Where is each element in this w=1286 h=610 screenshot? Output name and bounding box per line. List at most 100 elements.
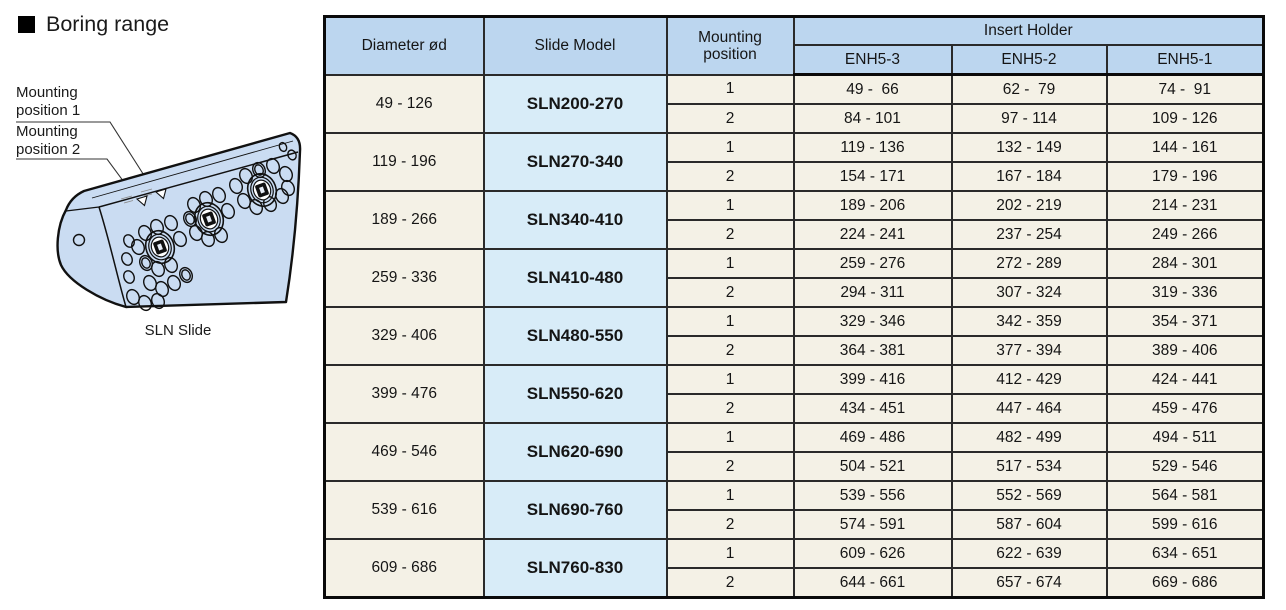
slide-model-cell: SLN690-760 (482, 480, 668, 540)
table-row: 399 - 476 SLN550-620 1 399 - 416 412 - 429 42… (323, 364, 1265, 424)
mounting-position-cell: 2 (665, 277, 795, 308)
mounting-position-2-label-line2: position 2 (16, 141, 81, 158)
insert-range-cell: 424 - 441 (1105, 364, 1265, 395)
boring-table-body: 49 - 126 SLN200-270 1 49 - 66 62 - 79 74 - 91… (323, 73, 1265, 599)
table-row: 2 84 - 101 97 - 114 109 - 126 (325, 103, 1265, 134)
mounting-position-2-label: Mounting position 2 (16, 123, 80, 159)
insert-range-cell: 622 - 639 (950, 538, 1108, 569)
mounting-position-2-marker-icon (135, 195, 148, 207)
mounting-position-1-label-line2: position 1 (16, 102, 81, 119)
insert-range-cell: 634 - 651 (1105, 538, 1265, 569)
diameter-cell: 49 - 126 (323, 73, 485, 134)
insert-range-cell: 294 - 311 (792, 277, 953, 308)
header-mounting-line1: Mounting (698, 28, 762, 46)
insert-range-cell: 119 - 136 (792, 132, 953, 163)
diameter-cell: 399 - 476 (323, 364, 485, 424)
slide-model-cell: SLN270-340 (482, 132, 668, 192)
mounting-position-cell: 1 (665, 190, 795, 221)
insert-range-cell: 272 - 289 (950, 248, 1108, 279)
table-row: 2 644 - 661 657 - 674 669 - 686 (325, 567, 1265, 599)
table-row: 2 294 - 311 307 - 324 319 - 336 (325, 277, 1265, 308)
insert-range-cell: 132 - 149 (950, 132, 1108, 163)
header-enh5-1: ENH5-1 (1105, 44, 1265, 76)
mounting-position-cell: 2 (665, 567, 795, 599)
insert-range-cell: 154 - 171 (792, 161, 953, 192)
table-row: 189 - 266 SLN340-410 1 189 - 206 202 - 219 21… (323, 190, 1265, 250)
boring-range-table: Diameter ød Slide Model Mounting positio… (323, 15, 1266, 599)
insert-range-cell: 97 - 114 (950, 103, 1108, 134)
insert-range-cell: 377 - 394 (950, 335, 1108, 366)
mounting-position-cell: 1 (665, 480, 795, 511)
table-row: 2 504 - 521 517 - 534 529 - 546 (325, 451, 1265, 482)
mounting-position-cell: 1 (665, 364, 795, 395)
insert-range-cell: 354 - 371 (1105, 306, 1265, 337)
mounting-position-cell: 2 (665, 219, 795, 250)
table-row: 2 154 - 171 167 - 184 179 - 196 (325, 161, 1265, 192)
table-row: 329 - 406 SLN480-550 1 329 - 346 342 - 359 35… (323, 306, 1265, 366)
insert-range-cell: 504 - 521 (792, 451, 953, 482)
mounting-position-cell: 1 (665, 132, 795, 163)
insert-range-cell: 587 - 604 (950, 509, 1108, 540)
insert-range-cell: 669 - 686 (1105, 567, 1265, 599)
header-mounting-line2: position (703, 45, 757, 63)
header-diameter: Diameter ød (323, 15, 485, 76)
diameter-cell: 539 - 616 (323, 480, 485, 540)
mounting-position-2-label-line1: Mounting (16, 123, 78, 140)
insert-range-cell: 189 - 206 (792, 190, 953, 221)
slide-model-cell: SLN760-830 (482, 538, 668, 599)
insert-range-cell: 657 - 674 (950, 567, 1108, 599)
mounting-position-1-label: Mounting position 1 (16, 84, 80, 120)
insert-range-cell: 144 - 161 (1105, 132, 1265, 163)
insert-range-cell: 62 - 79 (950, 73, 1108, 105)
insert-range-cell: 167 - 184 (950, 161, 1108, 192)
insert-sockets (144, 172, 278, 265)
mounting-position-cell: 2 (665, 103, 795, 134)
insert-range-cell: 609 - 626 (792, 538, 953, 569)
engraving-mark (120, 188, 153, 204)
insert-range-cell: 49 - 66 (792, 73, 953, 105)
slide-model-cell: SLN340-410 (482, 190, 668, 250)
header-enh5-3: ENH5-3 (792, 44, 953, 76)
header-enh5-2: ENH5-2 (950, 44, 1108, 76)
mounting-position-1-marker-icon (154, 188, 167, 200)
insert-range-cell: 552 - 569 (950, 480, 1108, 511)
sln-slide-illustration (16, 121, 302, 312)
slide-model-cell: SLN620-690 (482, 422, 668, 482)
table-row: 2 364 - 381 377 - 394 389 - 406 (325, 335, 1265, 366)
section-heading: Boring range (18, 12, 169, 37)
insert-range-cell: 412 - 429 (950, 364, 1108, 395)
table-row: 539 - 616 SLN690-760 1 539 - 556 552 - 569 56… (323, 480, 1265, 540)
insert-range-cell: 74 - 91 (1105, 73, 1265, 105)
diameter-cell: 609 - 686 (323, 538, 485, 599)
insert-range-cell: 364 - 381 (792, 335, 953, 366)
mounting-position-cell: 1 (665, 73, 795, 105)
insert-range-cell: 284 - 301 (1105, 248, 1265, 279)
insert-range-cell: 482 - 499 (950, 422, 1108, 453)
table-row: 609 - 686 SLN760-830 1 609 - 626 622 - 639 63… (323, 538, 1265, 599)
header-mounting-position: Mounting position (665, 15, 795, 76)
insert-range-cell: 399 - 416 (792, 364, 953, 395)
insert-range-cell: 434 - 451 (792, 393, 953, 424)
header-insert-holder: Insert Holder (792, 15, 1265, 46)
mounting-position-cell: 2 (665, 393, 795, 424)
mounting-position-cell: 2 (665, 451, 795, 482)
end-face-hole (72, 233, 86, 247)
header-slide-model: Slide Model (482, 15, 668, 76)
mounting-position-cell: 2 (665, 509, 795, 540)
insert-range-cell: 202 - 219 (950, 190, 1108, 221)
mounting-position-cell: 2 (665, 161, 795, 192)
diameter-cell: 259 - 336 (323, 248, 485, 308)
insert-range-cell: 84 - 101 (792, 103, 953, 134)
insert-range-cell: 319 - 336 (1105, 277, 1265, 308)
insert-range-cell: 307 - 324 (950, 277, 1108, 308)
insert-range-cell: 237 - 254 (950, 219, 1108, 250)
insert-range-cell: 644 - 661 (792, 567, 953, 599)
insert-range-cell: 329 - 346 (792, 306, 953, 337)
mounting-position-1-label-line1: Mounting (16, 84, 78, 101)
section-title: Boring range (46, 12, 170, 36)
insert-range-cell: 469 - 486 (792, 422, 953, 453)
mounting-position-cell: 2 (665, 335, 795, 366)
diameter-cell: 189 - 266 (323, 190, 485, 250)
slide-model-cell: SLN200-270 (482, 73, 668, 134)
